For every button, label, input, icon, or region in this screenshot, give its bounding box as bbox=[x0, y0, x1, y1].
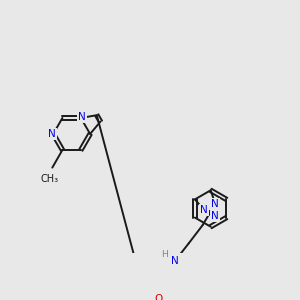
Text: N: N bbox=[200, 205, 208, 215]
Text: CH₃: CH₃ bbox=[41, 174, 59, 184]
Text: N: N bbox=[212, 199, 219, 209]
Text: H: H bbox=[161, 250, 168, 259]
Text: N: N bbox=[211, 211, 219, 220]
Text: N: N bbox=[48, 129, 56, 139]
Text: N: N bbox=[78, 112, 86, 122]
Text: N: N bbox=[171, 256, 179, 266]
Text: O: O bbox=[154, 294, 163, 300]
